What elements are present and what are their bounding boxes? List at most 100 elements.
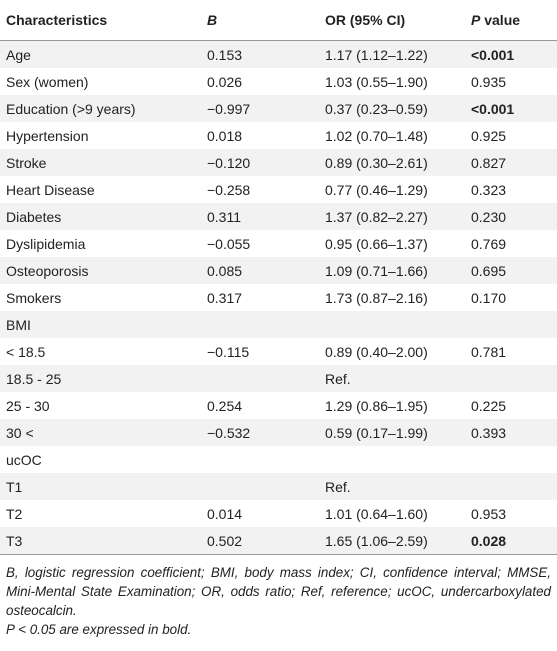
table-cell: 1.17 (1.12–1.22): [325, 46, 428, 63]
table-cell: 0.769: [471, 235, 507, 252]
table-cell: 1.02 (0.70–1.48): [325, 127, 428, 144]
table-cell: Education (>9 years): [6, 100, 136, 117]
table-cell: 0.89 (0.30–2.61): [325, 154, 428, 171]
table-cell: [319, 311, 465, 338]
table-cell: 1.29 (0.86–1.95): [325, 397, 428, 414]
footnotes: B, logistic regression coefficient; BMI,…: [0, 555, 557, 639]
table-cell: 0.014: [207, 505, 243, 522]
table-row: Heart Disease −0.258 0.77 (0.46–1.29) 0.323: [0, 176, 557, 203]
table-cell: 0.225: [471, 397, 507, 414]
table-row: Education (>9 years) −0.997 0.37 (0.23–0.5…: [0, 95, 557, 122]
table-cell: Ref.: [325, 370, 351, 387]
table-cell: [319, 446, 465, 473]
table-row: T1 Ref.: [0, 473, 557, 500]
table-cell: Smokers: [6, 289, 62, 306]
table-cell: 0.230: [471, 208, 507, 225]
table-cell: 30 <: [6, 424, 34, 441]
table-cell: 18.5 - 25: [6, 370, 62, 387]
table-cell: 0.827: [471, 154, 507, 171]
table-cell: 1.09 (0.71–1.66): [325, 262, 428, 279]
header-cell: P value: [465, 0, 557, 41]
table-cell: [465, 365, 557, 392]
table-cell: 25 - 30: [6, 397, 50, 414]
table-cell: Sex (women): [6, 73, 89, 90]
table-row: Stroke −0.120 0.89 (0.30–2.61) 0.827: [0, 149, 557, 176]
table-cell: <0.001: [471, 46, 515, 63]
table-cell: −0.120: [207, 154, 251, 171]
table-cell: 0.311: [207, 208, 241, 225]
table-row: 18.5 - 25 Ref.: [0, 365, 557, 392]
table-row: Sex (women) 0.026 1.03 (0.55–1.90) 0.935: [0, 68, 557, 95]
table-cell: −0.258: [207, 181, 251, 198]
table-cell: 0.925: [471, 127, 507, 144]
table-cell: 0.028: [465, 527, 557, 555]
table-cell: 0.317: [207, 289, 243, 306]
table-cell: < 18.5: [6, 343, 46, 360]
table-row: Hypertension 0.018 1.02 (0.70–1.48) 0.925: [0, 122, 557, 149]
header-text: value: [484, 12, 521, 28]
table-row: 25 - 30 0.254 1.29 (0.86–1.95) 0.225: [0, 392, 557, 419]
table-cell: −0.055: [207, 235, 251, 252]
table-cell: [465, 446, 557, 473]
table-cell: 0.935: [471, 73, 507, 90]
table-cell: 1.73 (0.87–2.16): [325, 289, 428, 306]
table-cell: [201, 446, 319, 473]
table-cell: [465, 473, 557, 500]
table-cell: ucOC: [6, 451, 42, 468]
table-cell: [201, 311, 319, 338]
table-cell: −0.532: [207, 424, 251, 441]
table-cell: 0.323: [471, 181, 507, 198]
table-cell: T2: [6, 505, 23, 522]
table-cell: [201, 365, 319, 392]
table-cell: Osteoporosis: [6, 262, 89, 279]
table-cell: 0.393: [471, 424, 507, 441]
header-cell: OR (95% CI): [319, 0, 465, 41]
table-cell: 0.502: [201, 527, 319, 555]
table-cell: 1.03 (0.55–1.90): [325, 73, 428, 90]
table-cell: 1.65 (1.06–2.59): [319, 527, 465, 555]
table-cell: 0.89 (0.40–2.00): [325, 343, 428, 360]
table-row: Diabetes 0.311 1.37 (0.82–2.27) 0.230: [0, 203, 557, 230]
table-cell: 0.018: [207, 127, 243, 144]
table-cell: 1.37 (0.82–2.27): [325, 208, 428, 225]
footnote: B, logistic regression coefficient; BMI,…: [6, 565, 551, 618]
table-row: T2 0.014 1.01 (0.64–1.60) 0.953: [0, 500, 557, 527]
table-cell: T1: [6, 478, 23, 495]
table-cell: 0.59 (0.17–1.99): [325, 424, 428, 441]
table-cell: [465, 311, 557, 338]
table-body: Age 0.153 1.17 (1.12–1.22) <0.001 Sex (women…: [0, 40, 557, 555]
table-cell: Stroke: [6, 154, 47, 171]
table-cell: 0.695: [471, 262, 507, 279]
header-cell: B: [201, 0, 319, 41]
table-cell: T3: [0, 527, 201, 555]
table-cell: [201, 473, 319, 500]
header-cell: Characteristics: [0, 0, 201, 41]
table-cell: BMI: [6, 316, 31, 333]
table-row: ucOC: [0, 446, 557, 473]
table-cell: 0.026: [207, 73, 243, 90]
table-cell: Age: [6, 46, 31, 63]
table-cell: Diabetes: [6, 208, 62, 225]
table-row: Dyslipidemia −0.055 0.95 (0.66–1.37) 0.769: [0, 230, 557, 257]
table-cell: 0.95 (0.66–1.37): [325, 235, 428, 252]
table-cell: 0.77 (0.46–1.29): [325, 181, 428, 198]
table-row: 30 < −0.532 0.59 (0.17–1.99) 0.393: [0, 419, 557, 446]
table-cell: Hypertension: [6, 127, 89, 144]
table-row: Osteoporosis 0.085 1.09 (0.71–1.66) 0.695: [0, 257, 557, 284]
header-row: Characteristics B OR (95% CI) P value: [0, 0, 557, 41]
table-cell: 0.170: [471, 289, 507, 306]
table-row: Smokers 0.317 1.73 (0.87–2.16) 0.170: [0, 284, 557, 311]
header-text: B: [207, 12, 218, 28]
table-row: Age 0.153 1.17 (1.12–1.22) <0.001: [0, 40, 557, 68]
table-cell: −0.997: [207, 100, 251, 117]
table: Characteristics B OR (95% CI) P value Ag…: [0, 0, 557, 555]
table-cell: Ref.: [325, 478, 351, 495]
header-text: P: [471, 12, 481, 28]
table-cell: <0.001: [471, 100, 515, 117]
table-cell: 0.953: [471, 505, 507, 522]
table-cell: Dyslipidemia: [6, 235, 86, 252]
table-cell: 0.37 (0.23–0.59): [325, 100, 428, 117]
table-row: < 18.5 −0.115 0.89 (0.40–2.00) 0.781: [0, 338, 557, 365]
table-cell: 1.01 (0.64–1.60): [325, 505, 428, 522]
table-header: Characteristics B OR (95% CI) P value: [0, 0, 557, 41]
